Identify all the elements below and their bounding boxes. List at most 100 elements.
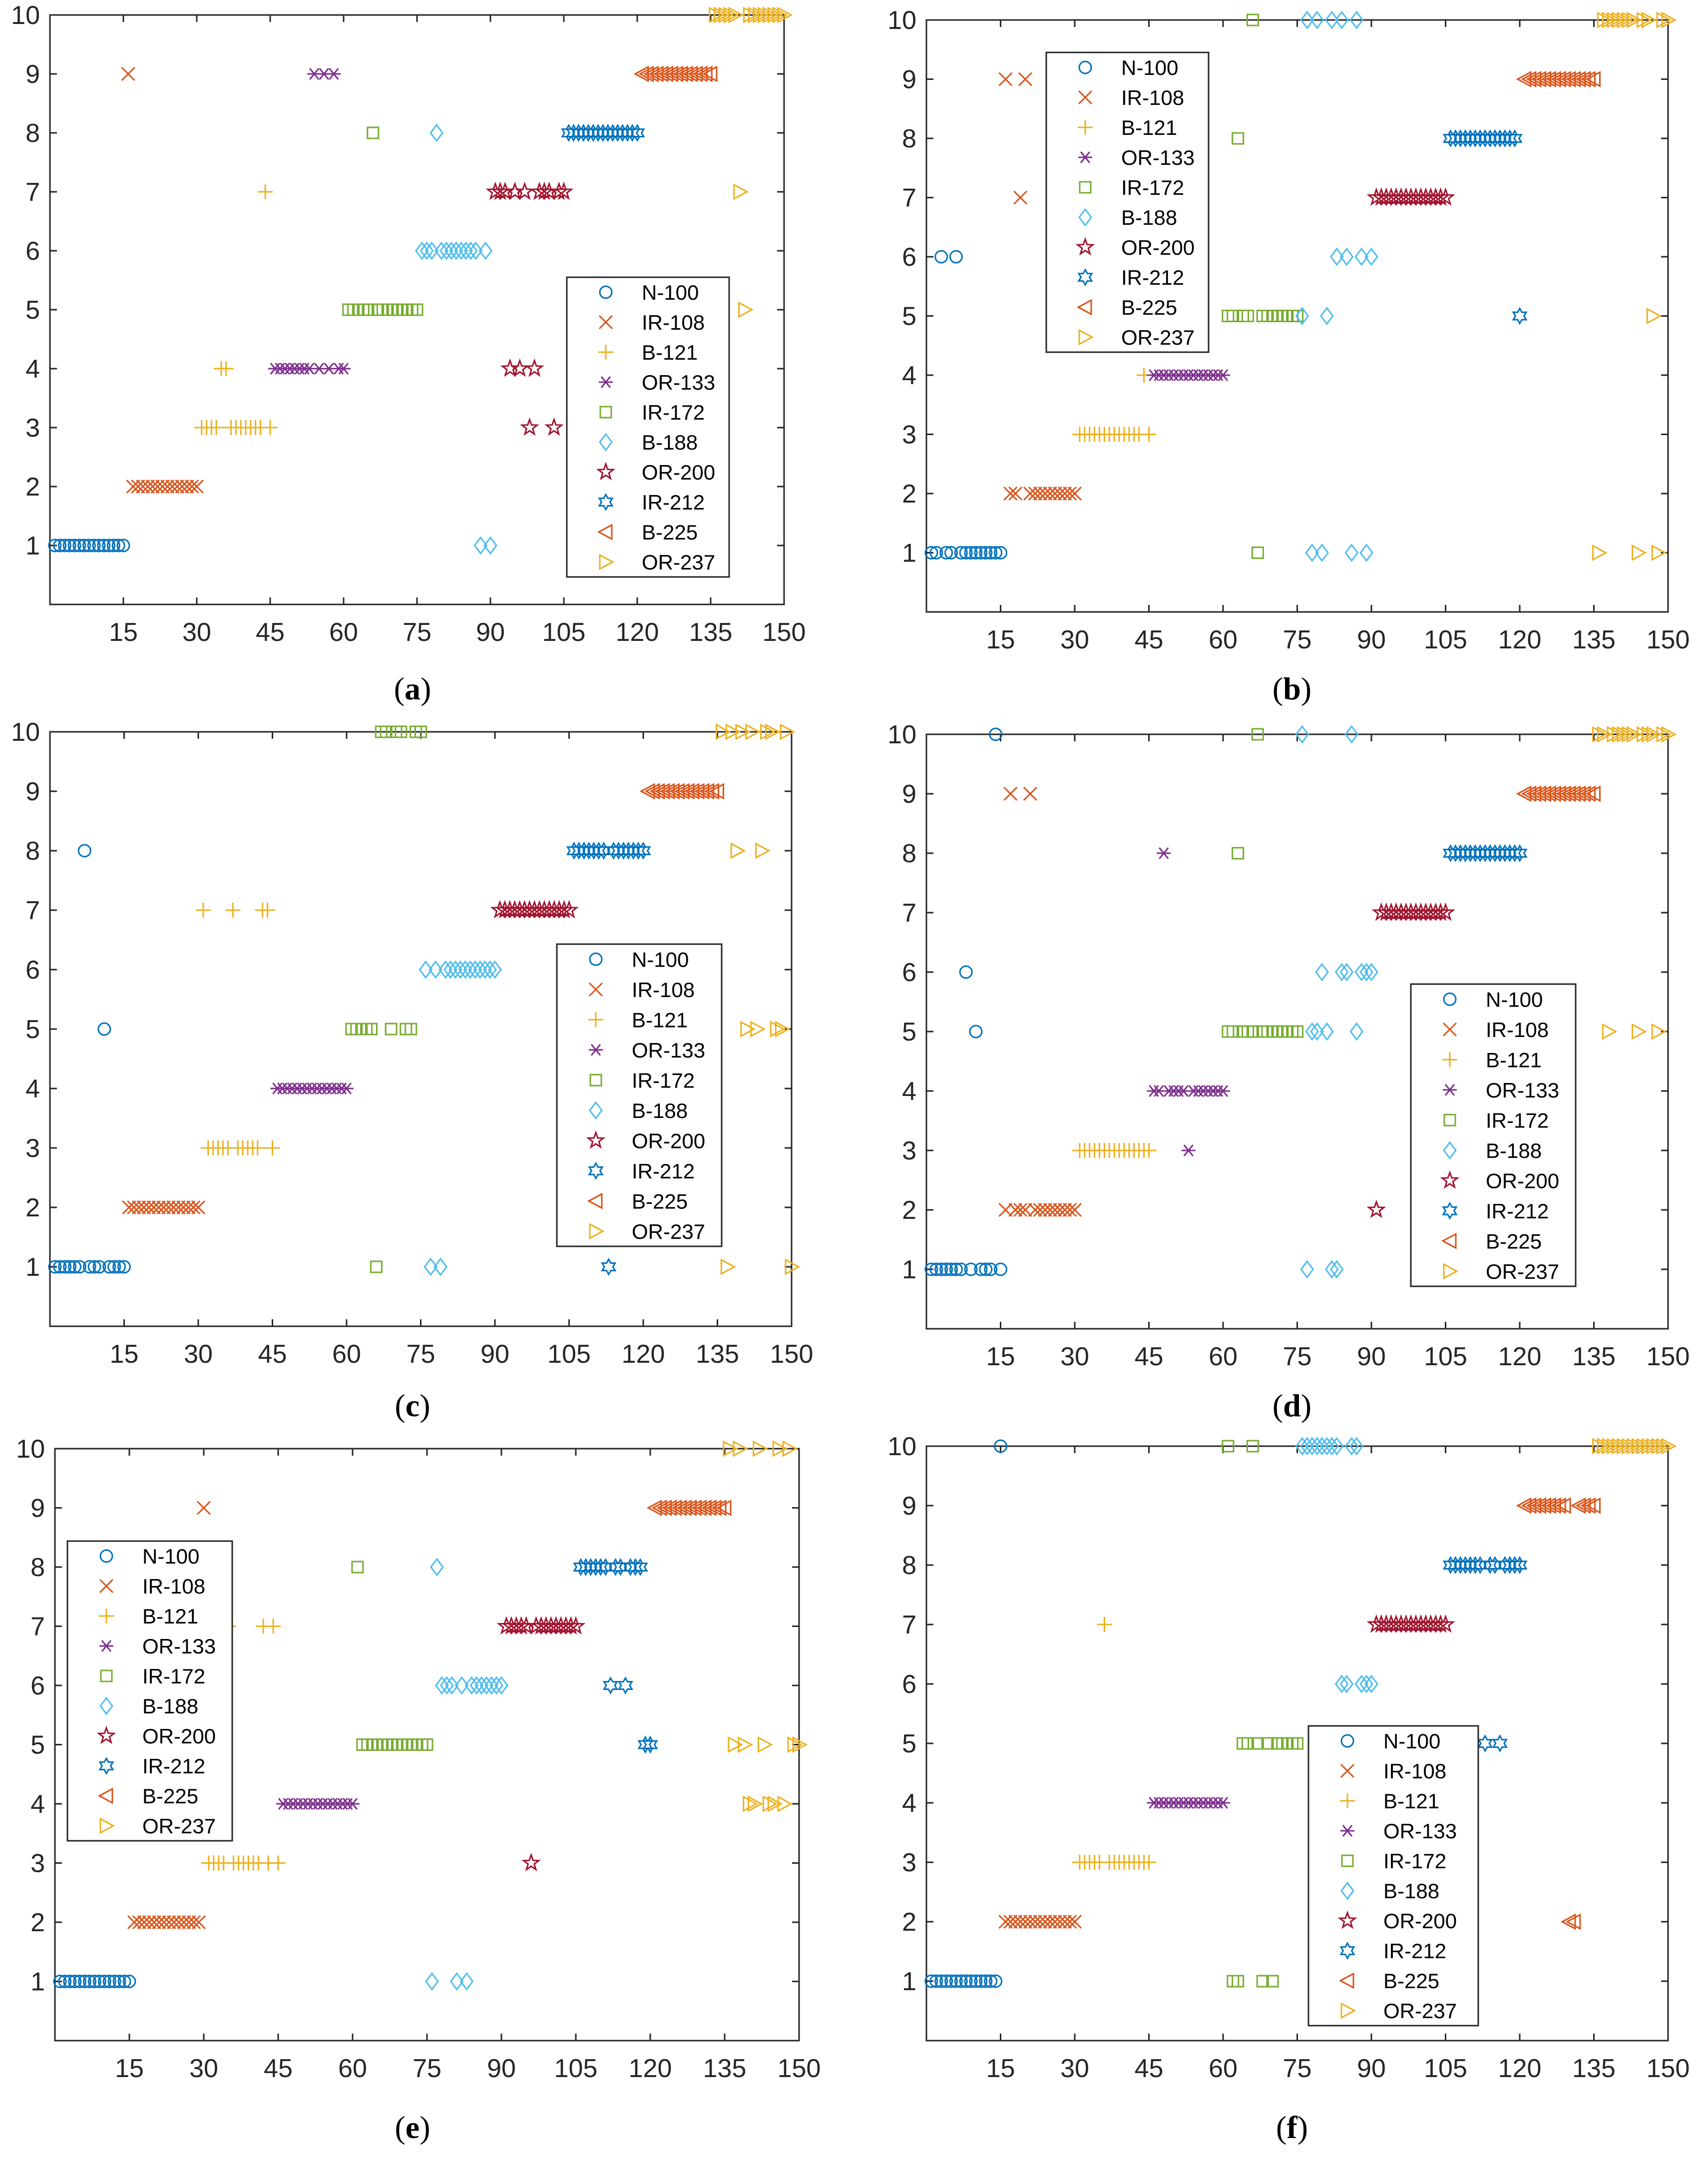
y-tick-label: 1: [25, 532, 40, 560]
data-point: [959, 965, 973, 979]
legend-label: IR-172: [1383, 1849, 1446, 1873]
data-point: [78, 1975, 92, 1988]
legend-marker: [599, 285, 613, 299]
legend-marker: [1079, 181, 1092, 194]
data-point: [448, 960, 462, 979]
data-point: [82, 539, 96, 552]
series-IR-172: [1222, 13, 1303, 559]
data-point: [534, 181, 554, 200]
legend-marker: [588, 1012, 603, 1028]
data-point: [395, 725, 408, 738]
legend-label: N-100: [1383, 1729, 1440, 1753]
data-point: [1622, 1438, 1637, 1455]
data-point: [1305, 1022, 1319, 1041]
panel-caption: (e): [395, 2110, 430, 2145]
data-point: [1512, 1556, 1528, 1575]
data-point: [1575, 1497, 1591, 1514]
y-tick-label: 5: [30, 1731, 45, 1760]
data-point: [192, 1915, 206, 1930]
data-point: [1521, 70, 1537, 88]
data-point: [122, 1200, 136, 1215]
data-point: [1320, 1022, 1334, 1041]
panel-c: 15 30 45 60 75 90 105 120 135 15012345678910N-100…: [11, 718, 813, 1423]
legend: N-100 IR-108 B-121 OR-133 IR-172 B-188 OR-200 I…: [66, 1540, 233, 1842]
data-point: [554, 900, 574, 919]
series-IR-212: [1442, 844, 1528, 863]
legend-marker: [96, 1725, 116, 1744]
legend-label: B-225: [1383, 1969, 1439, 1993]
data-point: [429, 123, 444, 142]
legend-marker: [586, 1130, 606, 1149]
data-point: [1291, 310, 1303, 322]
x-tick-label: 45: [1135, 2054, 1164, 2083]
data-point: [180, 479, 194, 494]
data-point: [1555, 70, 1571, 88]
legend-marker: [1441, 1232, 1457, 1249]
data-point: [1364, 1674, 1378, 1693]
series-IR-212: [1442, 129, 1528, 325]
data-point: [218, 361, 234, 376]
series-IR-172: [1222, 1440, 1303, 1988]
data-point: [617, 1676, 633, 1695]
data-point: [524, 358, 544, 377]
data-point: [939, 1974, 953, 1988]
data-point: [425, 241, 439, 260]
data-point: [97, 1975, 111, 1988]
y-tick-label: 9: [30, 1494, 45, 1523]
y-tick-label: 3: [25, 1134, 40, 1163]
data-point: [706, 1499, 722, 1517]
data-point: [1018, 1202, 1033, 1217]
data-point: [1063, 1202, 1077, 1217]
data-point: [762, 1795, 778, 1812]
data-point: [87, 539, 101, 552]
data-point: [984, 1974, 998, 1988]
x-tick-label: 75: [413, 2054, 441, 2083]
data-point: [1646, 307, 1662, 325]
panel-b: 15 30 45 60 75 90 105 120 135 15012345678910N-100…: [887, 6, 1690, 706]
legend-label: OR-237: [1383, 1999, 1457, 2023]
y-tick-label: 10: [16, 1435, 45, 1464]
data-point: [367, 126, 380, 139]
data-point: [48, 539, 62, 552]
legend-label: B-188: [1383, 1879, 1439, 1903]
x-tick-label: 120: [1498, 625, 1542, 654]
data-point: [949, 1974, 963, 1988]
data-point: [1003, 486, 1018, 501]
data-point: [758, 6, 773, 23]
data-point: [484, 1676, 499, 1695]
data-point: [1607, 11, 1623, 28]
data-point: [1651, 1023, 1667, 1040]
data-point: [1632, 1438, 1647, 1455]
data-point: [1516, 1497, 1532, 1514]
data-point: [1329, 1437, 1344, 1456]
data-point: [740, 1021, 756, 1038]
data-point: [638, 65, 654, 82]
data-point: [702, 65, 718, 82]
data-point: [121, 66, 135, 81]
data-point: [944, 546, 958, 559]
series-OR-237: [1592, 11, 1677, 561]
series-N-100: [48, 844, 131, 1274]
y-tick-label: 7: [30, 1613, 45, 1641]
y-tick-label: 9: [902, 780, 916, 809]
data-point: [1053, 486, 1067, 501]
data-point: [639, 783, 655, 800]
data-point: [127, 1915, 141, 1930]
data-point: [250, 1140, 265, 1155]
data-point: [648, 65, 664, 82]
legend-label: B-225: [142, 1784, 198, 1808]
data-point: [1602, 11, 1618, 28]
data-point: [1622, 726, 1637, 743]
data-point: [1329, 1260, 1344, 1279]
data-point: [1216, 1085, 1230, 1097]
data-point: [132, 1915, 146, 1930]
series-IR-172: [342, 126, 424, 316]
x-tick-label: 15: [115, 2054, 144, 2083]
legend-box: [66, 1540, 233, 1842]
data-point: [1656, 1438, 1672, 1455]
data-point: [668, 65, 683, 82]
data-point: [679, 783, 695, 800]
x-tick-label: 105: [1424, 625, 1467, 654]
data-point: [1300, 10, 1314, 29]
data-point: [147, 1915, 161, 1930]
